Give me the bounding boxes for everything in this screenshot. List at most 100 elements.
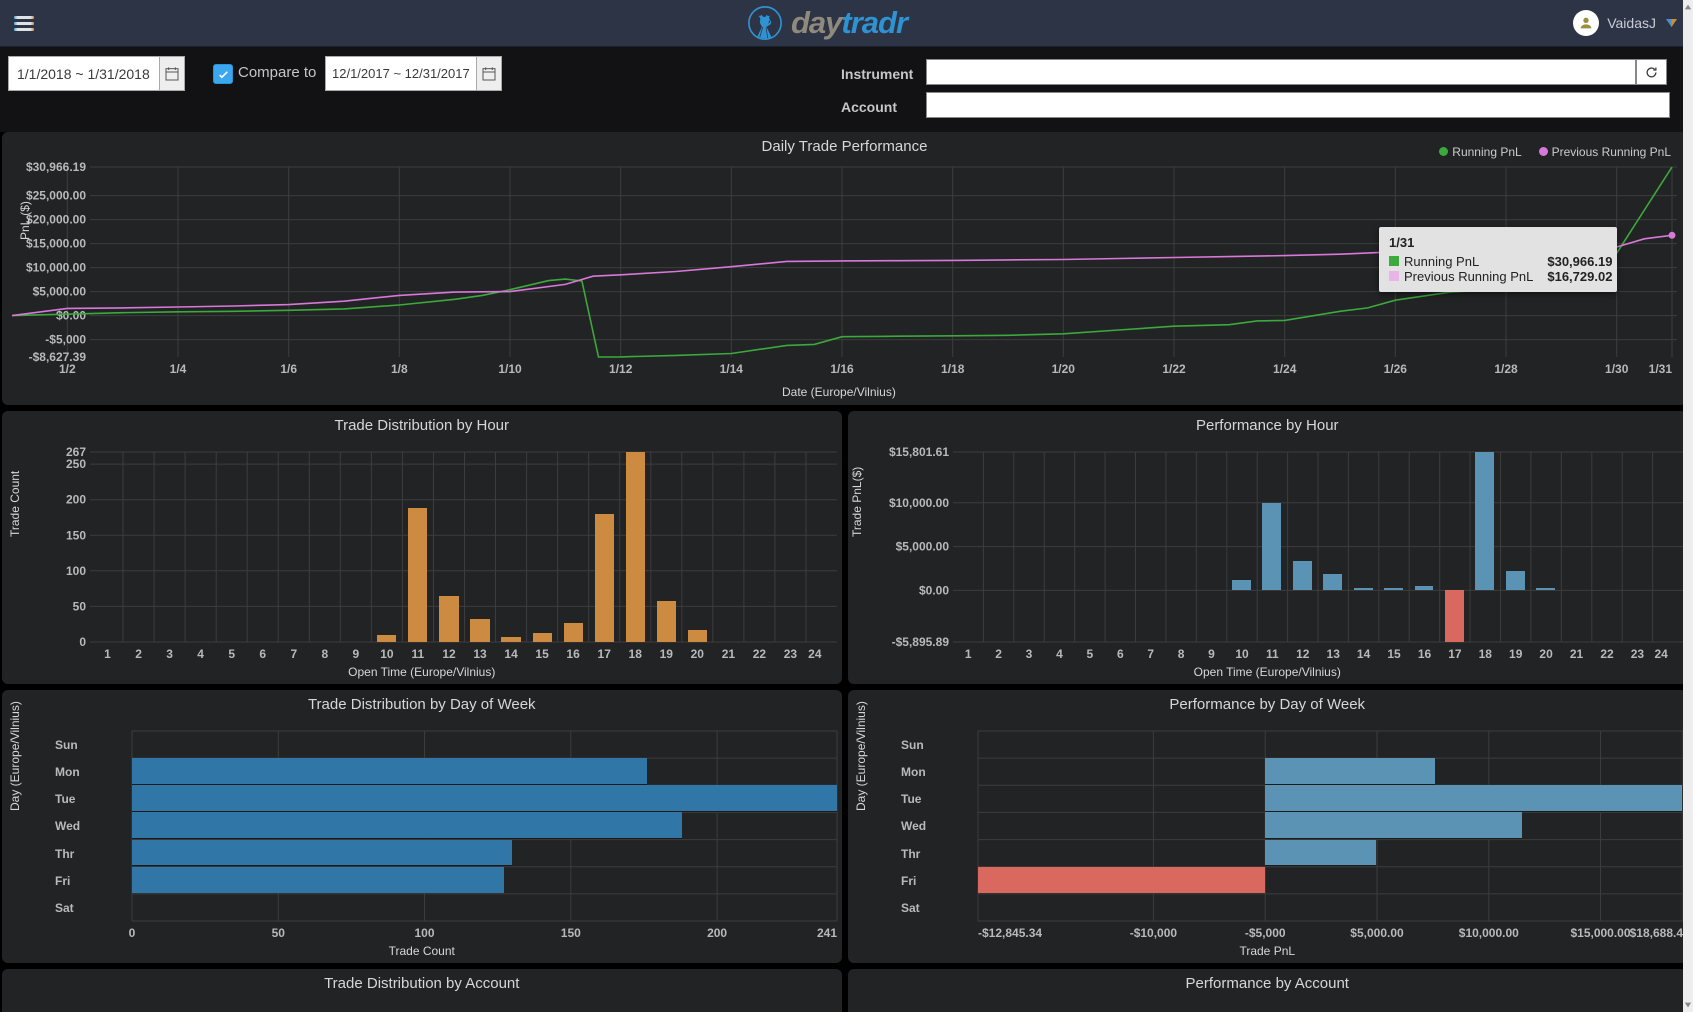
svg-text:0: 0 xyxy=(129,926,136,940)
svg-text:20: 20 xyxy=(691,647,705,661)
svg-text:1/24: 1/24 xyxy=(1273,362,1297,376)
svg-text:1/18: 1/18 xyxy=(941,362,965,376)
svg-text:10: 10 xyxy=(1235,647,1249,661)
svg-text:$10,000.00: $10,000.00 xyxy=(1458,926,1518,940)
svg-text:6: 6 xyxy=(1116,647,1123,661)
svg-text:13: 13 xyxy=(473,647,487,661)
svg-text:4: 4 xyxy=(1056,647,1063,661)
svg-text:200: 200 xyxy=(707,926,727,940)
svg-text:$15,801.61: $15,801.61 xyxy=(888,445,948,459)
svg-text:12: 12 xyxy=(442,647,456,661)
svg-text:Fri: Fri xyxy=(55,874,70,888)
svg-text:$0.00: $0.00 xyxy=(56,309,86,323)
svg-text:50: 50 xyxy=(272,926,286,940)
svg-text:8: 8 xyxy=(1177,647,1184,661)
svg-text:Sun: Sun xyxy=(55,738,78,752)
svg-text:1/14: 1/14 xyxy=(720,362,744,376)
svg-text:1/30: 1/30 xyxy=(1605,362,1629,376)
svg-text:19: 19 xyxy=(1509,647,1523,661)
svg-text:11: 11 xyxy=(412,647,425,661)
svg-text:2: 2 xyxy=(135,647,142,661)
svg-text:18: 18 xyxy=(629,647,643,661)
svg-text:$30,966.19: $30,966.19 xyxy=(26,160,86,174)
svg-text:Thr: Thr xyxy=(55,847,75,861)
svg-text:15: 15 xyxy=(1387,647,1401,661)
svg-text:1/31: 1/31 xyxy=(1649,362,1673,376)
svg-text:15: 15 xyxy=(535,647,549,661)
svg-text:7: 7 xyxy=(1147,647,1154,661)
svg-text:21: 21 xyxy=(722,647,736,661)
svg-text:24: 24 xyxy=(1654,647,1668,661)
svg-text:17: 17 xyxy=(1448,647,1462,661)
svg-text:Sun: Sun xyxy=(901,738,924,752)
svg-text:11: 11 xyxy=(1266,647,1279,661)
svg-text:$18,688.4: $18,688.4 xyxy=(1629,926,1683,940)
svg-text:16: 16 xyxy=(1417,647,1431,661)
svg-text:$15,000.00: $15,000.00 xyxy=(26,237,86,251)
svg-text:50: 50 xyxy=(73,599,87,613)
svg-text:3: 3 xyxy=(1025,647,1032,661)
svg-text:1/20: 1/20 xyxy=(1052,362,1076,376)
svg-text:1/2: 1/2 xyxy=(59,362,76,376)
svg-text:8: 8 xyxy=(321,647,328,661)
svg-text:$5,000.00: $5,000.00 xyxy=(895,540,949,554)
svg-text:$5,000.00: $5,000.00 xyxy=(33,285,87,299)
svg-text:1: 1 xyxy=(964,647,971,661)
svg-text:1/8: 1/8 xyxy=(391,362,408,376)
svg-text:1/28: 1/28 xyxy=(1494,362,1518,376)
svg-text:6: 6 xyxy=(259,647,266,661)
svg-text:-$10,000: -$10,000 xyxy=(1129,926,1177,940)
svg-text:0: 0 xyxy=(79,635,86,649)
svg-text:7: 7 xyxy=(290,647,297,661)
svg-text:-$8,627.39: -$8,627.39 xyxy=(29,350,87,364)
svg-text:24: 24 xyxy=(808,647,822,661)
svg-text:14: 14 xyxy=(504,647,518,661)
svg-text:4: 4 xyxy=(197,647,204,661)
svg-text:16: 16 xyxy=(566,647,580,661)
svg-text:5: 5 xyxy=(228,647,235,661)
svg-text:Tue: Tue xyxy=(55,792,76,806)
svg-text:5: 5 xyxy=(1086,647,1093,661)
svg-text:9: 9 xyxy=(1208,647,1215,661)
svg-text:18: 18 xyxy=(1478,647,1492,661)
svg-text:Wed: Wed xyxy=(55,819,80,833)
svg-text:1: 1 xyxy=(104,647,111,661)
svg-text:1/22: 1/22 xyxy=(1162,362,1186,376)
svg-text:-$12,845.34: -$12,845.34 xyxy=(978,926,1042,940)
svg-text:10: 10 xyxy=(380,647,394,661)
svg-text:$20,000.00: $20,000.00 xyxy=(26,213,86,227)
svg-text:1/6: 1/6 xyxy=(280,362,297,376)
svg-text:20: 20 xyxy=(1539,647,1553,661)
svg-text:$0.00: $0.00 xyxy=(918,583,948,597)
svg-text:17: 17 xyxy=(598,647,612,661)
svg-text:Mon: Mon xyxy=(901,765,926,779)
svg-text:$5,000.00: $5,000.00 xyxy=(1350,926,1404,940)
svg-text:21: 21 xyxy=(1569,647,1583,661)
svg-text:100: 100 xyxy=(414,926,434,940)
svg-text:$15,000.00: $15,000.00 xyxy=(1570,926,1630,940)
svg-text:100: 100 xyxy=(66,564,86,578)
svg-text:Tue: Tue xyxy=(901,792,922,806)
svg-text:Fri: Fri xyxy=(901,874,916,888)
svg-text:Wed: Wed xyxy=(901,819,926,833)
svg-text:1/12: 1/12 xyxy=(609,362,633,376)
svg-text:150: 150 xyxy=(66,528,86,542)
svg-text:-$5,895.89: -$5,895.89 xyxy=(891,635,949,649)
svg-text:19: 19 xyxy=(660,647,674,661)
svg-text:Mon: Mon xyxy=(55,765,80,779)
svg-text:9: 9 xyxy=(353,647,360,661)
svg-text:12: 12 xyxy=(1296,647,1310,661)
svg-text:1/16: 1/16 xyxy=(830,362,854,376)
svg-text:$10,000.00: $10,000.00 xyxy=(26,261,86,275)
svg-text:Sat: Sat xyxy=(901,901,920,915)
svg-text:22: 22 xyxy=(753,647,767,661)
svg-text:23: 23 xyxy=(784,647,798,661)
svg-text:1/4: 1/4 xyxy=(170,362,187,376)
svg-text:3: 3 xyxy=(166,647,173,661)
svg-text:1/10: 1/10 xyxy=(498,362,522,376)
svg-text:-$5,000: -$5,000 xyxy=(45,333,86,347)
svg-text:150: 150 xyxy=(561,926,581,940)
svg-text:23: 23 xyxy=(1630,647,1644,661)
svg-text:250: 250 xyxy=(66,457,86,471)
svg-text:$10,000.00: $10,000.00 xyxy=(888,496,948,510)
